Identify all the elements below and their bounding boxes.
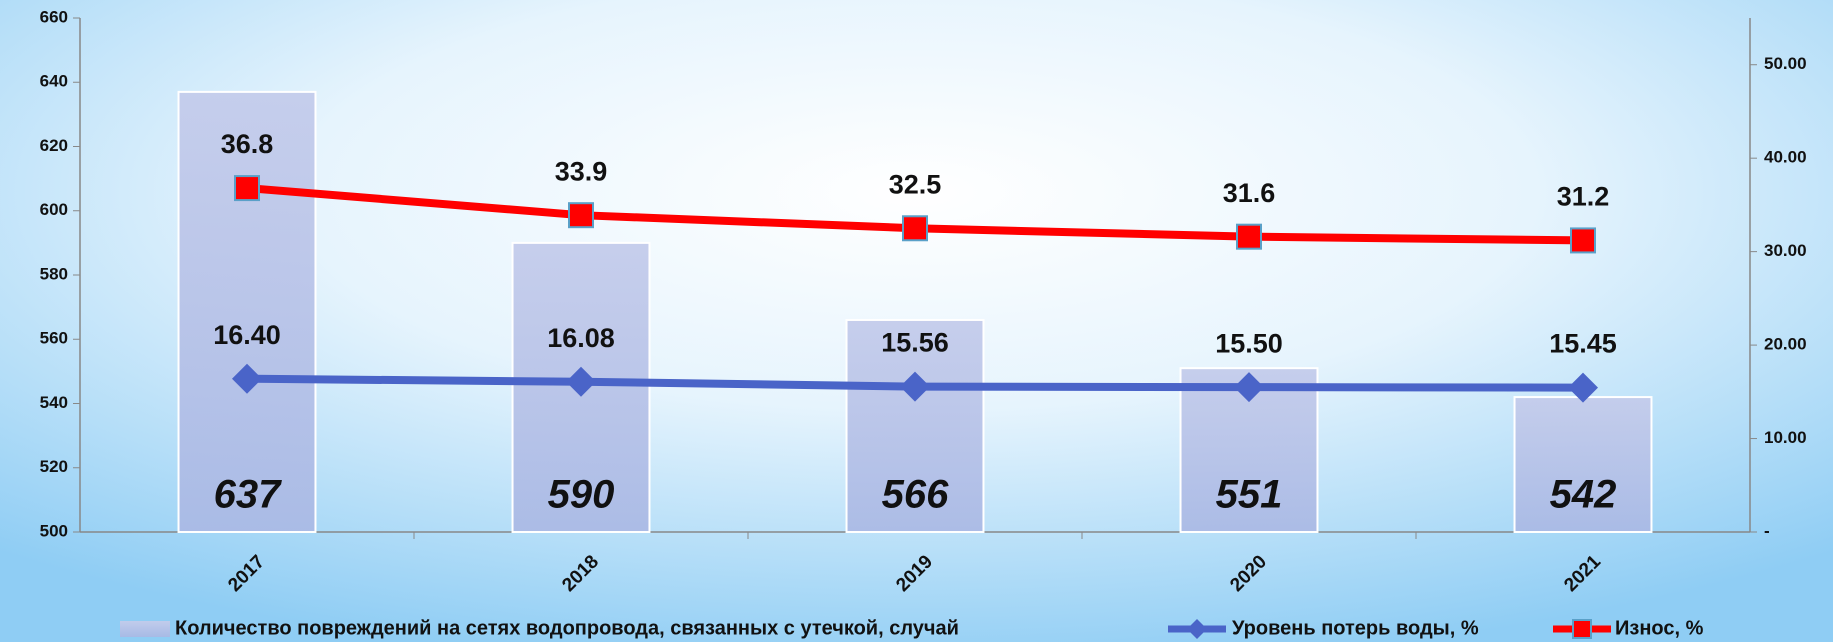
data-label: 33.9 <box>555 156 608 186</box>
data-label: 32.5 <box>889 169 942 199</box>
marker <box>902 215 928 242</box>
marker <box>234 175 260 202</box>
marker <box>900 371 930 402</box>
bar-label: 637 <box>214 473 282 517</box>
legend-marker <box>1572 619 1592 639</box>
data-label: 15.45 <box>1549 329 1617 359</box>
legend-label: Уровень потерь воды, % <box>1232 617 1479 639</box>
y2-tick-label: 50.00 <box>1764 54 1807 73</box>
data-label: 16.40 <box>213 320 281 350</box>
y-tick-label: 580 <box>40 264 68 283</box>
y-tick-label: 540 <box>40 393 68 412</box>
y-tick-label: 560 <box>40 329 68 348</box>
data-label: 31.2 <box>1557 182 1610 212</box>
marker <box>232 363 262 394</box>
bar-label: 551 <box>1216 473 1283 517</box>
legend-label: Износ, % <box>1615 617 1704 639</box>
marker <box>1236 223 1262 250</box>
y-tick-label: 640 <box>40 72 68 91</box>
y-tick-label: 620 <box>40 136 68 155</box>
bar <box>177 90 317 533</box>
bar <box>1513 396 1653 534</box>
y-tick-label: 520 <box>40 457 68 476</box>
bar-label: 590 <box>548 473 615 517</box>
bar-label: 566 <box>882 473 949 517</box>
bar-label: 542 <box>1550 473 1617 517</box>
data-label: 15.56 <box>881 328 949 358</box>
data-label: 15.50 <box>1215 328 1283 358</box>
y2-tick-label: 20.00 <box>1764 335 1807 354</box>
legend-swatch <box>120 621 170 637</box>
marker <box>1568 372 1598 403</box>
bar <box>845 318 985 533</box>
y2-tick-label: - <box>1764 521 1770 540</box>
data-label: 36.8 <box>221 129 274 159</box>
y-tick-label: 600 <box>40 200 68 219</box>
y-tick-label: 660 <box>40 7 68 26</box>
marker <box>568 202 594 229</box>
legend-marker <box>1187 619 1207 639</box>
data-label: 31.6 <box>1223 178 1276 208</box>
y2-tick-label: 30.00 <box>1764 241 1807 260</box>
legend-label: Количество повреждений на сетях водопров… <box>175 617 959 639</box>
data-label: 16.08 <box>547 323 615 353</box>
marker <box>1570 227 1596 254</box>
marker <box>1234 372 1264 403</box>
marker <box>566 366 596 397</box>
y-tick-label: 500 <box>40 521 68 540</box>
y2-tick-label: 10.00 <box>1764 428 1807 447</box>
y2-tick-label: 40.00 <box>1764 148 1807 167</box>
